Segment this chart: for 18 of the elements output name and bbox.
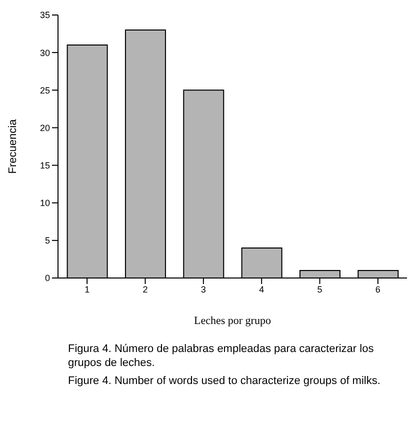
caption: Figure 4. Number of words used to characterize groups of milks. xyxy=(68,374,382,388)
y-tick-label: 35 xyxy=(40,10,50,20)
y-tick-label: 5 xyxy=(44,236,50,246)
x-tick-label: 4 xyxy=(259,284,264,294)
x-axis-title: Leches por grupo xyxy=(194,315,272,327)
y-tick-label: 0 xyxy=(44,273,50,284)
y-tick-label: 30 xyxy=(40,48,50,58)
y-tick-label: 20 xyxy=(40,122,50,133)
x-tick-label: 1 xyxy=(84,284,90,294)
y-tick-label: 10 xyxy=(40,198,50,208)
x-tick-label: 5 xyxy=(317,284,322,294)
y-tick-label: 25 xyxy=(40,85,50,96)
x-tick-label: 3 xyxy=(200,284,206,294)
x-tick-label: 6 xyxy=(375,284,380,294)
x-tick-label: 2 xyxy=(142,284,148,294)
y-tick-label: 15 xyxy=(40,160,50,170)
y-axis-title: Frecuencia xyxy=(6,118,19,174)
text: Figura 4. Número de palabras empleadas para caracterizar los grupos de leches. xyxy=(68,342,375,370)
